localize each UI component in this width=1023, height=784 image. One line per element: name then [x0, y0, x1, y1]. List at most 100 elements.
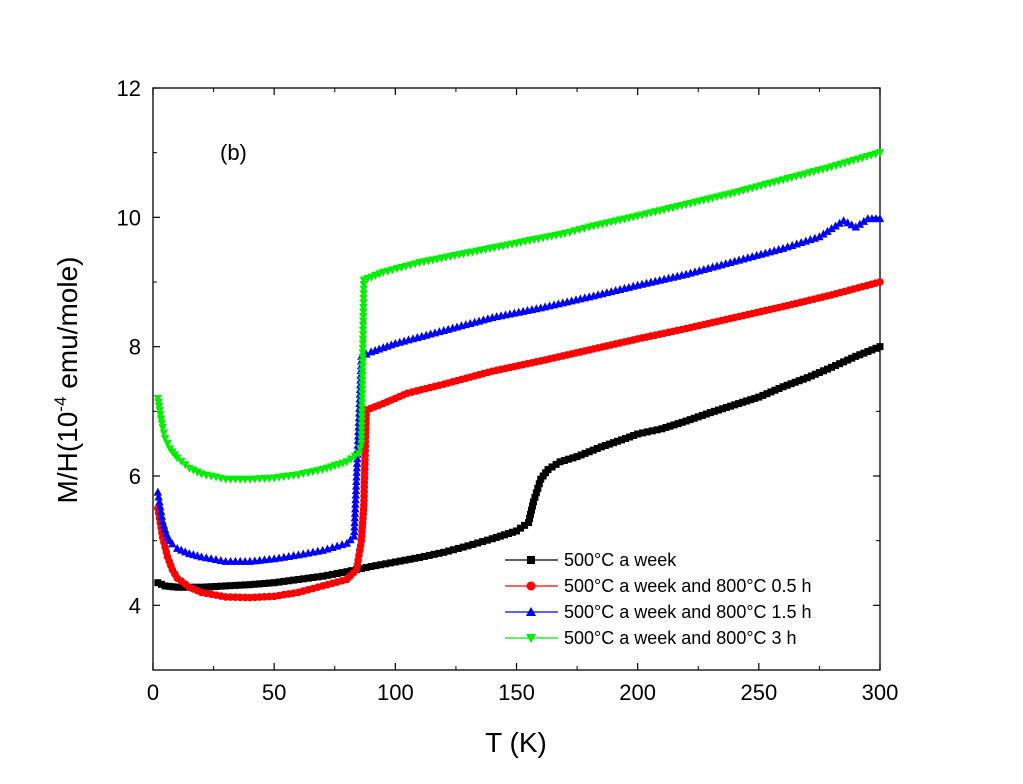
data-point	[357, 390, 367, 399]
data-point	[165, 582, 173, 590]
data-point	[634, 430, 642, 438]
data-point	[575, 226, 584, 235]
data-point	[401, 556, 409, 564]
data-point	[159, 429, 169, 438]
legend-label-2: 500°C a week and 800°C 0.5 h	[564, 576, 812, 596]
data-point	[352, 467, 361, 476]
data-point	[706, 409, 714, 417]
legend-label-4: 500°C a week and 800°C 3 h	[564, 628, 797, 648]
data-point	[358, 331, 368, 340]
data-point	[464, 542, 472, 550]
data-point	[763, 390, 771, 398]
data-point	[260, 579, 268, 587]
y-tick-label: 4	[129, 593, 141, 618]
data-point	[767, 388, 775, 396]
data-point	[304, 574, 312, 582]
data-point	[653, 426, 661, 434]
data-point	[601, 441, 609, 449]
data-point	[352, 472, 361, 481]
data-point	[674, 420, 682, 428]
data-point	[819, 367, 827, 375]
data-point	[459, 543, 467, 551]
data-point	[396, 557, 404, 565]
data-point	[157, 580, 165, 588]
data-point	[280, 577, 288, 585]
data-point	[552, 460, 560, 468]
data-point	[694, 413, 702, 421]
x-tick-label: 200	[619, 680, 656, 705]
x-tick-label: 250	[740, 680, 777, 705]
data-point	[848, 354, 856, 362]
x-axis-title: T (K)	[485, 727, 547, 758]
data-point	[181, 461, 190, 470]
data-point	[775, 384, 783, 392]
data-point	[156, 415, 166, 424]
series-4	[153, 149, 885, 484]
data-point	[832, 362, 840, 370]
data-point	[573, 453, 581, 461]
data-point	[662, 424, 670, 431]
data-point	[299, 575, 307, 583]
data-point	[173, 454, 182, 463]
legend-entry-2: 500°C a week and 800°C 0.5 h	[505, 576, 812, 596]
data-point	[851, 222, 860, 231]
data-point	[357, 565, 365, 573]
data-point	[855, 219, 865, 228]
data-point	[420, 552, 428, 560]
data-point	[357, 421, 366, 430]
legend-entry-1: 500°C a week	[505, 550, 677, 570]
legend-entry-4: 500°C a week and 800°C 3 h	[505, 628, 797, 648]
data-point	[739, 398, 747, 406]
data-point	[351, 481, 361, 490]
data-point	[156, 411, 165, 420]
data-point	[275, 578, 283, 586]
data-point	[382, 560, 390, 568]
data-point	[355, 445, 365, 454]
data-point	[391, 558, 399, 566]
data-point	[299, 470, 308, 479]
data-point	[723, 403, 731, 411]
series-1	[154, 343, 884, 591]
data-point	[508, 528, 516, 536]
data-point	[359, 312, 368, 321]
data-point	[338, 569, 346, 577]
data-point	[872, 344, 880, 352]
data-point	[795, 377, 803, 385]
data-point	[358, 344, 368, 353]
data-point	[618, 436, 626, 444]
data-point	[815, 369, 823, 377]
data-point	[416, 553, 424, 561]
data-point	[270, 579, 278, 587]
data-point	[197, 583, 205, 591]
data-point	[357, 426, 366, 435]
data-point	[154, 398, 163, 407]
legend-marker-2	[526, 581, 536, 591]
data-point	[241, 581, 249, 589]
data-point	[630, 431, 638, 439]
data-point	[517, 524, 525, 532]
data-point	[597, 443, 605, 451]
data-point	[168, 539, 177, 548]
data-point	[560, 456, 568, 464]
data-point	[504, 530, 512, 538]
data-point	[710, 407, 718, 415]
data-point	[534, 484, 542, 492]
data-point	[290, 576, 298, 584]
data-point	[626, 433, 634, 441]
legend-marker-1	[527, 556, 535, 564]
data-point	[698, 411, 706, 419]
data-point	[622, 434, 630, 442]
data-point	[807, 372, 815, 380]
data-point	[702, 410, 710, 418]
data-point	[454, 544, 462, 552]
data-point	[639, 429, 647, 437]
data-point	[357, 399, 367, 408]
data-point	[359, 285, 368, 294]
data-point	[197, 552, 206, 561]
data-point	[359, 317, 368, 326]
data-point	[666, 422, 674, 430]
data-point	[735, 400, 743, 408]
data-point	[351, 499, 360, 508]
data-point	[440, 548, 448, 556]
data-point	[492, 533, 500, 541]
